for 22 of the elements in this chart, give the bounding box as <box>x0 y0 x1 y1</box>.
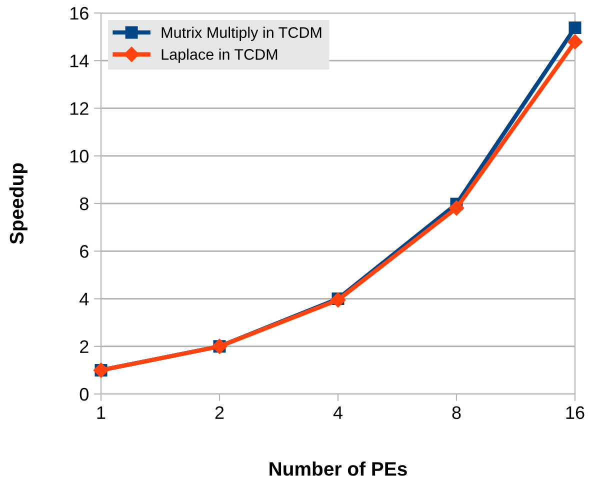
legend-label: Laplace in TCDM <box>162 48 278 63</box>
y-tick-label: 12 <box>70 102 88 115</box>
y-tick-label: 6 <box>80 245 88 258</box>
y-tick-label: 14 <box>70 54 89 68</box>
x-tick-label: 8 <box>452 406 461 420</box>
y-tick-label: 4 <box>80 292 89 306</box>
y-tick-label: 10 <box>70 150 88 163</box>
y-axis-title: Speedup <box>9 163 28 244</box>
y-tick-label: 0 <box>80 388 88 401</box>
x-tick-label: 4 <box>333 406 342 419</box>
y-tick-label: 2 <box>80 340 88 353</box>
x-tick-label: 2 <box>215 406 224 419</box>
y-tick-label: 16 <box>70 6 88 20</box>
y-tick-label: 8 <box>80 197 88 210</box>
point <box>568 22 582 34</box>
x-axis-title: Number of PEs <box>270 462 407 476</box>
x-tick-label: 1 <box>97 406 106 419</box>
x-tick-label: 16 <box>566 406 584 420</box>
point <box>330 292 346 308</box>
point <box>448 200 464 216</box>
legend-label: Mutrix Multiply in TCDM <box>162 26 322 41</box>
point <box>567 34 583 50</box>
